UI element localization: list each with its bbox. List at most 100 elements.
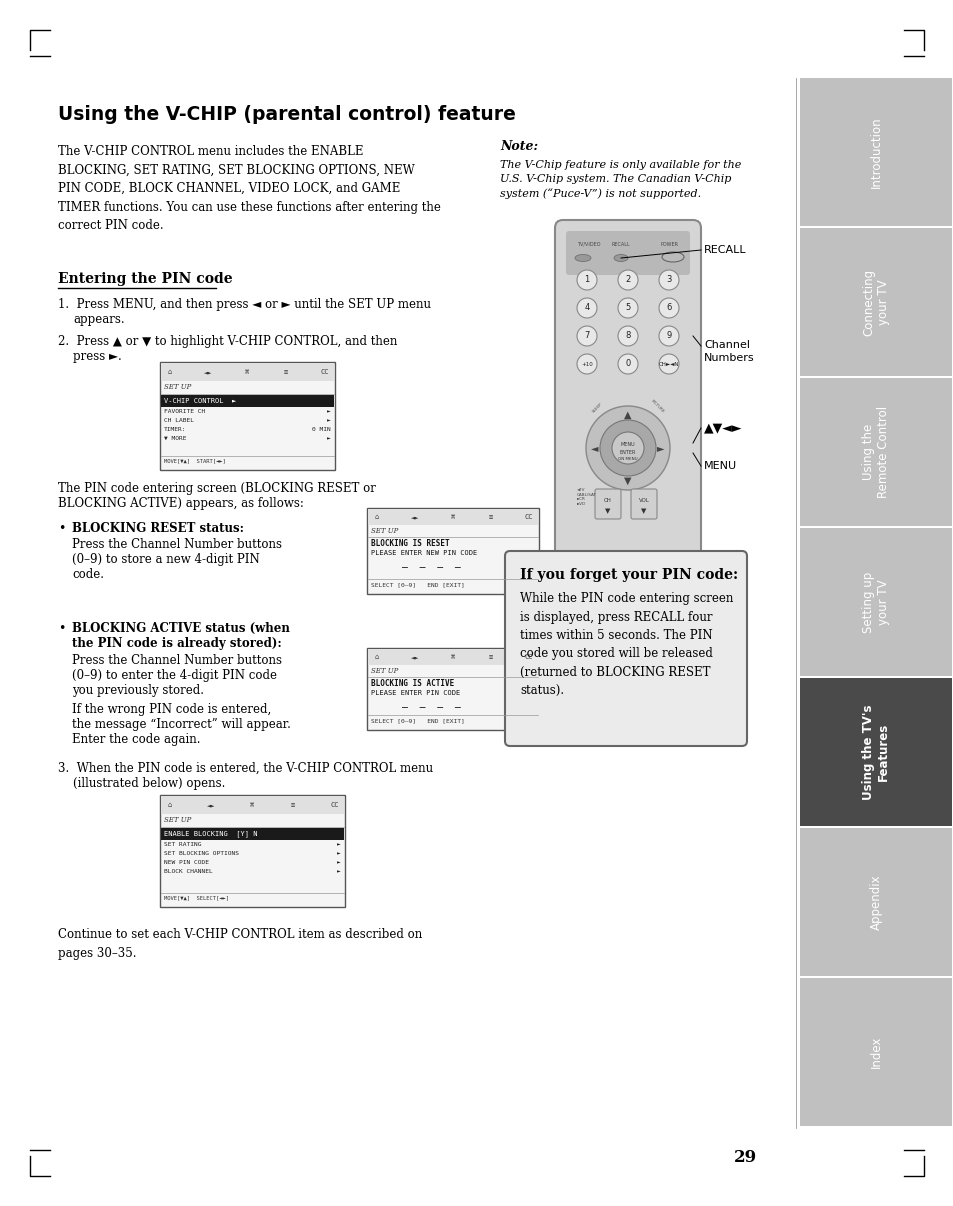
FancyBboxPatch shape <box>565 232 689 275</box>
Text: If you forget your PIN code:: If you forget your PIN code: <box>519 568 738 582</box>
Circle shape <box>618 298 638 318</box>
Text: appears.: appears. <box>73 314 125 326</box>
Text: Numbers: Numbers <box>703 353 754 363</box>
Text: VOL: VOL <box>638 498 649 503</box>
Circle shape <box>577 326 597 346</box>
Text: Entering the PIN code: Entering the PIN code <box>58 273 233 286</box>
Text: ≡: ≡ <box>291 802 294 808</box>
Text: SLEEP: SLEEP <box>592 403 603 414</box>
Text: Using the V-CHIP (parental control) feature: Using the V-CHIP (parental control) feat… <box>58 105 516 124</box>
Circle shape <box>585 406 669 490</box>
FancyBboxPatch shape <box>800 377 951 526</box>
FancyBboxPatch shape <box>800 678 951 826</box>
Text: PLEASE ENTER NEW PIN CODE: PLEASE ENTER NEW PIN CODE <box>371 550 476 556</box>
Text: ◄TV
CABL/SAT
►CR
►VD: ◄TV CABL/SAT ►CR ►VD <box>577 488 597 505</box>
FancyBboxPatch shape <box>800 829 951 976</box>
Text: ◄►: ◄► <box>204 369 212 375</box>
Text: SET UP: SET UP <box>371 667 398 675</box>
FancyBboxPatch shape <box>555 219 700 566</box>
Text: 2.  Press ▲ or ▼ to highlight V-CHIP CONTROL, and then: 2. Press ▲ or ▼ to highlight V-CHIP CONT… <box>58 335 397 349</box>
Text: ⌂: ⌂ <box>375 514 378 520</box>
Text: Introduction: Introduction <box>868 116 882 188</box>
Text: (0–9) to store a new 4-digit PIN: (0–9) to store a new 4-digit PIN <box>71 554 259 566</box>
Text: ►: ► <box>337 870 340 874</box>
FancyBboxPatch shape <box>161 363 334 381</box>
Text: SET BLOCKING OPTIONS: SET BLOCKING OPTIONS <box>164 851 239 856</box>
Text: BLOCKING IS ACTIVE: BLOCKING IS ACTIVE <box>371 679 454 687</box>
Text: If the wrong PIN code is entered,: If the wrong PIN code is entered, <box>71 703 271 716</box>
FancyBboxPatch shape <box>161 396 334 406</box>
Text: CH►◄N: CH►◄N <box>659 362 679 367</box>
Text: ▼: ▼ <box>640 508 646 514</box>
Text: CH LABEL: CH LABEL <box>164 418 193 423</box>
Text: ►: ► <box>327 409 331 414</box>
Ellipse shape <box>575 254 590 262</box>
Text: ►: ► <box>327 437 331 441</box>
Text: The V-Chip feature is only available for the
U.S. V-Chip system. The Canadian V-: The V-Chip feature is only available for… <box>499 160 740 199</box>
Ellipse shape <box>614 254 627 262</box>
Text: Press the Channel Number buttons: Press the Channel Number buttons <box>71 538 282 551</box>
Text: CC: CC <box>331 802 339 808</box>
Text: –  –  –  –: – – – – <box>401 562 460 572</box>
Circle shape <box>618 270 638 289</box>
Text: While the PIN code entering screen
is displayed, press RECALL four
times within : While the PIN code entering screen is di… <box>519 592 733 697</box>
Text: BLOCKING ACTIVE) appears, as follows:: BLOCKING ACTIVE) appears, as follows: <box>58 497 304 510</box>
Circle shape <box>577 298 597 318</box>
Text: 3: 3 <box>665 275 671 285</box>
Text: MOVE[▼▲]  START[◄►]: MOVE[▼▲] START[◄►] <box>164 458 226 463</box>
Text: ◄►: ◄► <box>207 802 215 808</box>
Circle shape <box>659 298 679 318</box>
Text: The V-CHIP CONTROL menu includes the ENABLE
BLOCKING, SET RATING, SET BLOCKING O: The V-CHIP CONTROL menu includes the ENA… <box>58 145 440 232</box>
Text: MENU: MENU <box>703 461 737 472</box>
Text: The PIN code entering screen (BLOCKING RESET or: The PIN code entering screen (BLOCKING R… <box>58 482 375 494</box>
Text: ON MENU: ON MENU <box>618 457 638 461</box>
FancyBboxPatch shape <box>367 508 538 595</box>
Text: CC: CC <box>524 654 533 660</box>
Text: 0 MIN: 0 MIN <box>312 427 331 432</box>
Text: ⌘: ⌘ <box>245 369 249 375</box>
Circle shape <box>659 270 679 289</box>
Text: SELECT [0–9]   END [EXIT]: SELECT [0–9] END [EXIT] <box>371 582 464 587</box>
Text: POWER: POWER <box>660 242 679 247</box>
Text: V-CHIP CONTROL  ►: V-CHIP CONTROL ► <box>164 398 236 404</box>
Text: 29: 29 <box>733 1149 756 1166</box>
Text: +10: +10 <box>580 362 592 367</box>
Text: 4: 4 <box>584 304 589 312</box>
Text: TV/VIDEO: TV/VIDEO <box>577 242 599 247</box>
Text: ►: ► <box>337 860 340 865</box>
FancyBboxPatch shape <box>504 551 746 747</box>
FancyBboxPatch shape <box>161 829 344 841</box>
Text: Connecting
your TV: Connecting your TV <box>862 269 889 335</box>
Text: MOVE[▼▲]  SELECT[◄►]: MOVE[▼▲] SELECT[◄►] <box>164 895 229 900</box>
Text: Setting up
your TV: Setting up your TV <box>862 572 889 633</box>
Text: •: • <box>58 622 66 636</box>
Text: 8: 8 <box>624 332 630 340</box>
Text: SET UP: SET UP <box>164 384 192 391</box>
FancyBboxPatch shape <box>367 648 538 730</box>
Circle shape <box>577 355 597 374</box>
FancyBboxPatch shape <box>800 78 951 226</box>
FancyBboxPatch shape <box>160 795 345 907</box>
Text: code.: code. <box>71 568 104 581</box>
Text: ▲▼◄►: ▲▼◄► <box>703 422 741 434</box>
Text: ≡: ≡ <box>488 654 493 660</box>
FancyBboxPatch shape <box>630 488 657 519</box>
Text: Using the
Remote Control: Using the Remote Control <box>862 406 889 498</box>
Text: 9: 9 <box>666 332 671 340</box>
Text: 0: 0 <box>625 359 630 369</box>
Text: ►: ► <box>337 851 340 856</box>
Text: MENU: MENU <box>620 443 635 447</box>
Circle shape <box>618 326 638 346</box>
Text: Continue to set each V-CHIP CONTROL item as described on
pages 30–35.: Continue to set each V-CHIP CONTROL item… <box>58 927 422 960</box>
Text: Index: Index <box>868 1036 882 1069</box>
Text: ⌘: ⌘ <box>451 654 455 660</box>
Text: ►: ► <box>327 418 331 423</box>
Text: ≡: ≡ <box>284 369 288 375</box>
FancyBboxPatch shape <box>800 528 951 677</box>
Text: ENABLE BLOCKING  [Y] N: ENABLE BLOCKING [Y] N <box>164 831 257 837</box>
Text: Enter the code again.: Enter the code again. <box>71 733 200 747</box>
Text: 2: 2 <box>625 275 630 285</box>
Text: ▼: ▼ <box>623 476 631 486</box>
Text: ►: ► <box>657 443 664 453</box>
Text: –  –  –  –: – – – – <box>401 702 460 712</box>
